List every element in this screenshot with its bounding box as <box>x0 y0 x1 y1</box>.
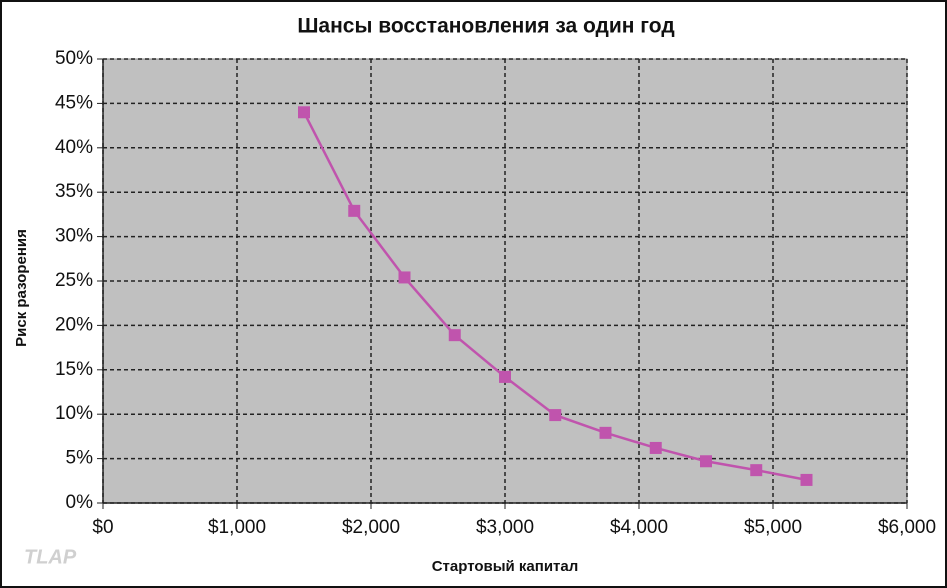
y-tick-label: 0% <box>66 492 94 513</box>
marker <box>499 370 511 383</box>
x-tick-label: $4,000 <box>610 517 668 538</box>
marker <box>599 426 612 439</box>
y-tick-label: 50% <box>55 48 93 69</box>
y-tick-label: 20% <box>55 314 93 335</box>
x-tick-label: $0 <box>92 517 113 538</box>
marker <box>298 106 310 119</box>
marker <box>448 329 461 342</box>
marker <box>750 464 763 477</box>
y-tick-label: 10% <box>55 403 93 424</box>
marker <box>700 455 712 468</box>
x-axis-label: Стартовый капитал <box>432 558 579 575</box>
x-tick-label: $1,000 <box>208 517 266 538</box>
x-tick-label: $5,000 <box>744 517 802 538</box>
marker <box>800 473 813 486</box>
y-axis-label: Риск разорения <box>13 229 30 347</box>
y-tick-label: 25% <box>55 270 93 291</box>
chart-title: Шансы восстановления за один год <box>297 15 674 38</box>
y-tick-label: 30% <box>55 226 93 247</box>
watermark: TLAP <box>24 546 77 568</box>
y-tick-label: 45% <box>55 92 93 113</box>
x-tick-label: $3,000 <box>476 517 534 538</box>
y-tick-label: 15% <box>55 359 93 380</box>
marker <box>649 441 662 454</box>
y-tick-label: 35% <box>55 181 93 202</box>
marker <box>348 204 361 217</box>
marker <box>398 271 411 284</box>
y-tick-label: 40% <box>55 137 93 158</box>
x-tick-label: $6,000 <box>878 517 936 538</box>
y-tick-label: 5% <box>66 448 94 469</box>
marker <box>549 409 562 422</box>
x-tick-label: $2,000 <box>342 517 400 538</box>
